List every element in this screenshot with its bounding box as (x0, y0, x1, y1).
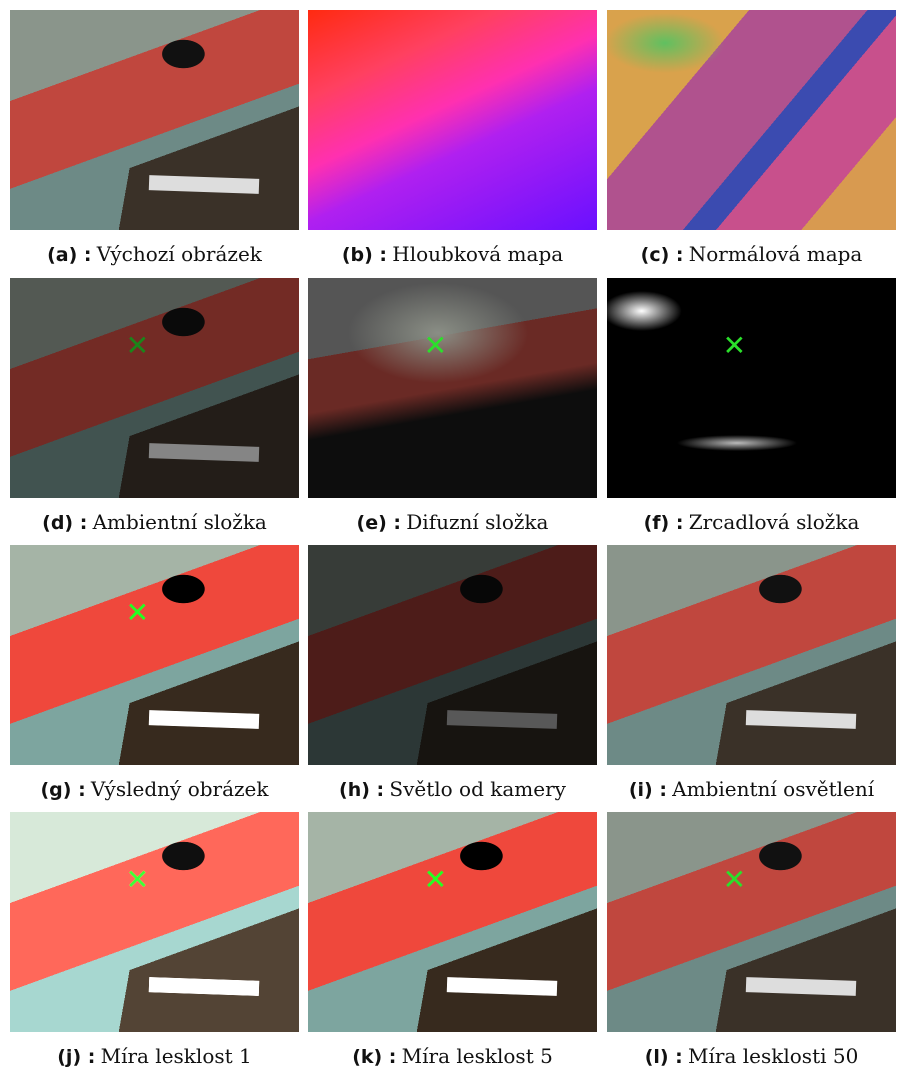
panel-label: (a) : (47, 244, 91, 266)
panel: (h) : Světlo od kamery (308, 545, 597, 802)
panel-caption: Světlo od kamery (389, 777, 566, 801)
panel: (c) : Normálová mapa (607, 10, 896, 267)
image (607, 545, 896, 765)
panel-caption: Hloubková mapa (392, 242, 563, 266)
panel: (a) : Výchozí obrázek (10, 10, 299, 267)
image (308, 10, 597, 230)
panel-caption: Míra lesklost 5 (402, 1044, 553, 1068)
panel-caption: Difuzní složka (406, 510, 548, 534)
image (607, 812, 896, 1032)
panel-label: (j) : (57, 1046, 95, 1068)
panel-label: (b) : (342, 244, 387, 266)
panel: (j) : Míra lesklost 1 (10, 812, 299, 1069)
image (308, 278, 597, 498)
image (10, 812, 299, 1032)
panel-label: (f) : (644, 512, 684, 534)
panel-caption: Ambientní složka (93, 510, 267, 534)
panel: (i) : Ambientní osvětlení (607, 545, 896, 802)
panel-label: (e) : (357, 512, 401, 534)
panel-caption: Normálová mapa (689, 242, 863, 266)
panel: (k) : Míra lesklost 5 (308, 812, 597, 1069)
panel: (d) : Ambientní složka (10, 278, 299, 535)
panel: (l) : Míra lesklosti 50 (607, 812, 896, 1069)
image (607, 278, 896, 498)
figure: (a) : Výchozí obrázek (b) : Hloubková ma… (0, 0, 898, 1074)
panel-label: (d) : (42, 512, 87, 534)
panel-label: (k) : (352, 1046, 396, 1068)
panel: (g) : Výsledný obrázek (10, 545, 299, 802)
panel: (b) : Hloubková mapa (308, 10, 597, 267)
panel-caption: Ambientní osvětlení (672, 777, 874, 801)
image (308, 812, 597, 1032)
panel-label: (g) : (40, 779, 85, 801)
panel: (f) : Zrcadlová složka (607, 278, 896, 535)
panel-label: (i) : (629, 779, 667, 801)
panel-label: (c) : (641, 244, 684, 266)
panel-caption: Výsledný obrázek (91, 777, 269, 801)
image (607, 10, 896, 230)
panel-caption: Míra lesklost 1 (101, 1044, 252, 1068)
image (10, 10, 299, 230)
panel-caption: Míra lesklosti 50 (688, 1044, 858, 1068)
panel-caption: Zrcadlová složka (689, 510, 860, 534)
panel: (e) : Difuzní složka (308, 278, 597, 535)
image (308, 545, 597, 765)
panel-label: (h) : (339, 779, 384, 801)
image (10, 278, 299, 498)
image (10, 545, 299, 765)
panel-caption: Výchozí obrázek (97, 242, 262, 266)
panel-label: (l) : (645, 1046, 683, 1068)
